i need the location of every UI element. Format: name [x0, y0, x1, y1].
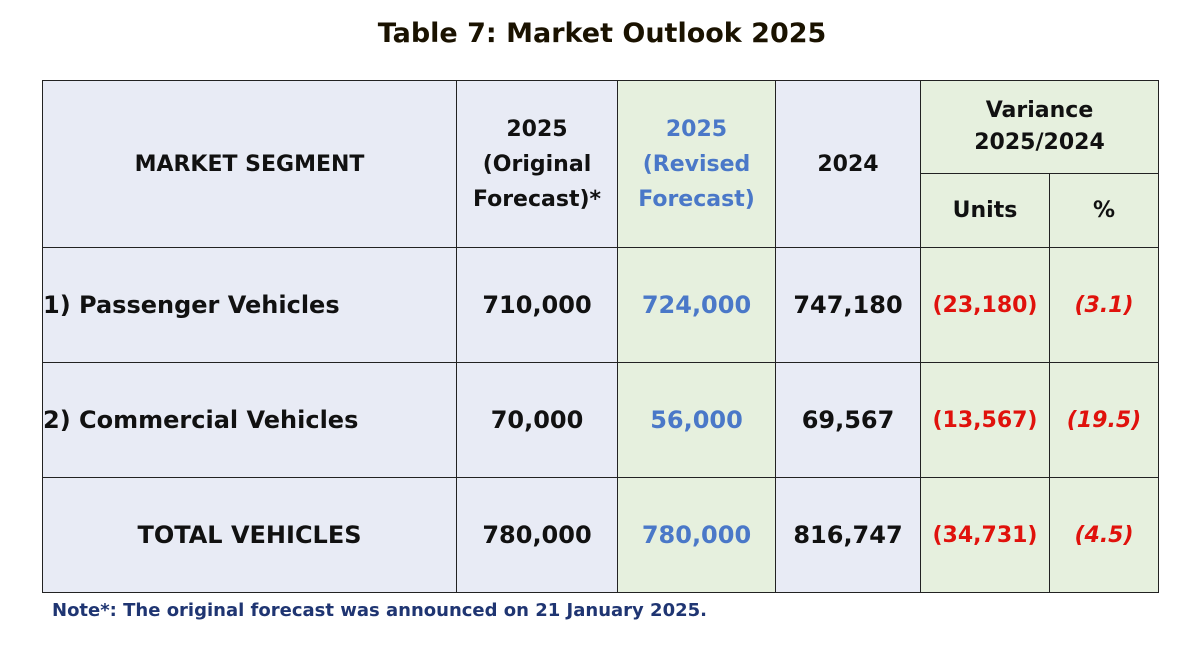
- header-revised-line3: Forecast): [638, 186, 755, 212]
- row-variance-units: (23,180): [920, 247, 1050, 363]
- row-revised-forecast: 56,000: [617, 362, 776, 478]
- header-original-line1: 2025: [506, 116, 568, 142]
- header-revised-line1: 2025: [665, 116, 728, 142]
- row-2024-value: 69,567: [775, 362, 921, 478]
- row-original-forecast: 780,000: [456, 477, 618, 593]
- table-row: 1) Passenger Vehicles 710,000 724,000 74…: [42, 247, 1159, 363]
- row-segment: 2) Commercial Vehicles: [42, 362, 457, 478]
- row-2024-value: 816,747: [775, 477, 921, 593]
- row-variance-units: (13,567): [920, 362, 1050, 478]
- row-segment: TOTAL VEHICLES: [42, 477, 457, 593]
- header-variance-line1: Variance: [985, 98, 1094, 123]
- row-variance-percent: (3.1): [1049, 247, 1159, 363]
- row-variance-units: (34,731): [920, 477, 1050, 593]
- header-variance-units: Units: [920, 173, 1050, 248]
- table-row: TOTAL VEHICLES 780,000 780,000 816,747 (…: [42, 477, 1159, 593]
- row-2024-value: 747,180: [775, 247, 921, 363]
- market-outlook-table: MARKET SEGMENT 2025 (Original Forecast)*…: [42, 80, 1159, 593]
- row-revised-forecast: 780,000: [617, 477, 776, 593]
- row-original-forecast: 70,000: [456, 362, 618, 478]
- footnote: Note*: The original forecast was announc…: [52, 600, 707, 621]
- table-title: Table 7: Market Outlook 2025: [377, 18, 827, 49]
- header-revised-line2: (Revised: [642, 151, 751, 177]
- row-original-forecast: 710,000: [456, 247, 618, 363]
- header-2025-original-forecast: 2025 (Original Forecast)*: [456, 80, 618, 248]
- header-original-line2: (Original: [482, 151, 592, 177]
- header-variance-percent: %: [1049, 173, 1159, 248]
- header-market-segment: MARKET SEGMENT: [42, 80, 457, 248]
- header-2024: 2024: [775, 80, 921, 248]
- row-variance-percent: (4.5): [1049, 477, 1159, 593]
- header-original-line3: Forecast)*: [472, 186, 602, 212]
- row-segment: 1) Passenger Vehicles: [42, 247, 457, 363]
- header-variance-line2: 2025/2024: [974, 130, 1105, 155]
- header-2025-revised-forecast: 2025 (Revised Forecast): [617, 80, 776, 248]
- header-variance: Variance 2025/2024: [920, 80, 1159, 174]
- row-variance-percent: (19.5): [1049, 362, 1159, 478]
- table-row: 2) Commercial Vehicles 70,000 56,000 69,…: [42, 362, 1159, 478]
- row-revised-forecast: 724,000: [617, 247, 776, 363]
